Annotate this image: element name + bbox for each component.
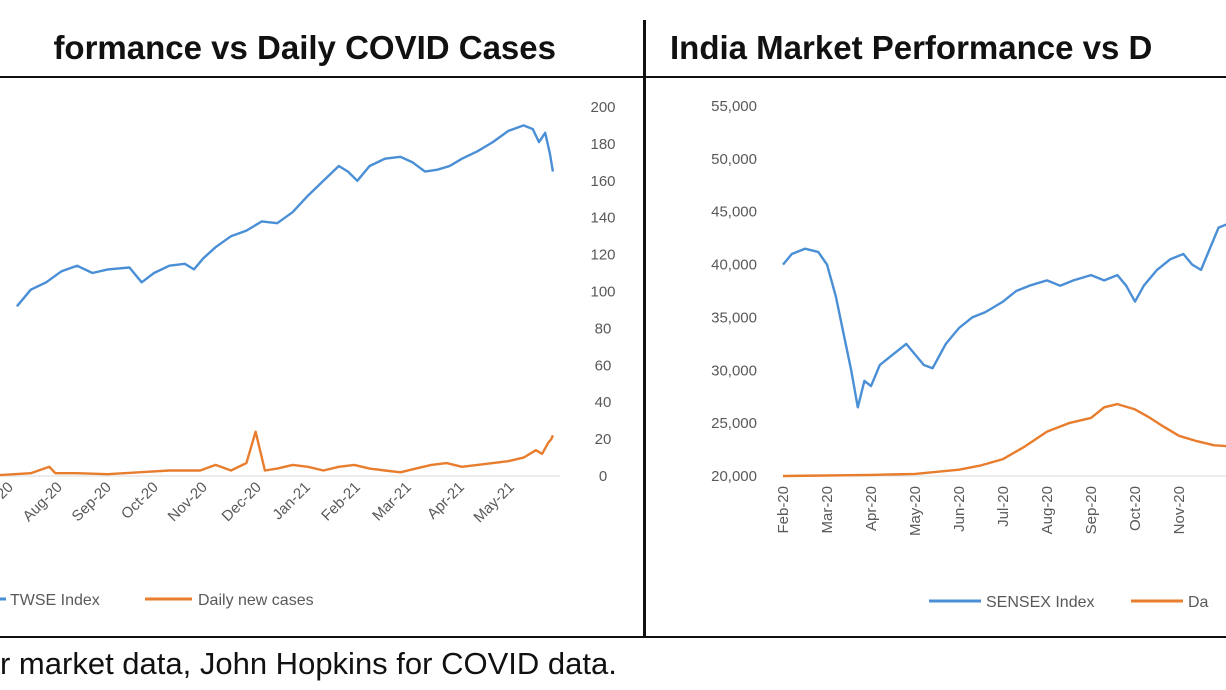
cases-legend-label: Daily new cases — [198, 592, 314, 609]
sensex-y-tick-label: 35,000 — [711, 309, 757, 326]
panel-divider — [643, 20, 646, 638]
twse-y-tick-label: 100 — [590, 284, 615, 301]
twse-y-tick-label: 40 — [595, 394, 612, 411]
twse-x-tick-label: May-21 — [470, 479, 517, 526]
sensex-chart-title: India Market Performance vs D — [646, 20, 1226, 78]
twse-chart-title: formance vs Daily COVID Cases — [0, 20, 644, 78]
sensex-y-tick-label: 55,000 — [711, 98, 757, 115]
sensex-index-line — [782, 223, 1226, 409]
twse-y-tick-label: 120 — [590, 247, 615, 264]
twse-x-tick-label: Sep-20 — [69, 479, 115, 525]
sensex-x-tick-label: Feb-20 — [775, 486, 792, 534]
twse-x-tick-label: Apr-21 — [424, 479, 468, 523]
sensex-x-tick-label: Aug-20 — [1039, 486, 1056, 534]
bottom-border — [0, 636, 1226, 638]
twse-x-tick-label: Dec-20 — [219, 479, 265, 525]
sensex-legend-label: SENSEX Index — [986, 594, 1095, 611]
twse-x-tick-label: Mar-21 — [369, 479, 415, 525]
twse-y-tick-label: 160 — [590, 173, 615, 190]
sensex-y-tick-label: 40,000 — [711, 257, 757, 274]
twse-legend-label: TWSE Index — [10, 592, 100, 609]
twse-chart-panel: formance vs Daily COVID Cases 0 20 40 60 80 1… — [0, 20, 644, 637]
source-footnote: r market data, John Hopkins for COVID da… — [0, 646, 617, 681]
twse-y-tick-label: 0 — [599, 468, 607, 485]
sensex-y-tick-label: 50,000 — [711, 151, 757, 168]
sensex-chart-panel: India Market Performance vs D 20,000 25,0… — [646, 20, 1226, 637]
twse-y-tick-label: 60 — [595, 357, 612, 374]
sensex-x-tick-label: Jul-20 — [995, 486, 1012, 527]
daily-cases-line — [0, 430, 555, 477]
twse-index-line — [15, 124, 555, 308]
twse-y-tick-label: 200 — [590, 99, 615, 116]
twse-x-tick-label: Feb-21 — [318, 479, 364, 525]
sensex-cases-legend-label: Da — [1188, 594, 1209, 611]
sensex-x-tick-label: Mar-20 — [819, 486, 836, 534]
twse-x-tick-label: 20 — [0, 479, 17, 503]
sensex-x-tick-label: Sep-20 — [1083, 486, 1100, 534]
sensex-x-tick-label: Jun-20 — [951, 486, 968, 532]
twse-x-tick-label: Aug-20 — [20, 479, 66, 525]
sensex-x-tick-label: Nov-20 — [1171, 486, 1188, 534]
twse-y-tick-label: 80 — [595, 320, 612, 337]
twse-y-tick-label: 140 — [590, 210, 615, 227]
sensex-y-tick-label: 20,000 — [711, 468, 757, 485]
sensex-cases-line — [782, 402, 1226, 478]
sensex-y-tick-label: 45,000 — [711, 204, 757, 221]
twse-x-tick-label: Oct-20 — [118, 479, 162, 523]
sensex-y-tick-label: 25,000 — [711, 415, 757, 432]
sensex-chart: 20,000 25,000 30,000 35,000 40,000 45,000 50,0… — [711, 98, 1226, 611]
twse-x-tick-label: Nov-20 — [165, 479, 211, 525]
twse-y-tick-label: 20 — [595, 431, 612, 448]
twse-x-tick-label: Jan-21 — [269, 479, 313, 523]
twse-y-tick-label: 180 — [590, 136, 615, 153]
sensex-y-tick-label: 30,000 — [711, 362, 757, 379]
sensex-x-tick-label: Apr-20 — [863, 486, 880, 531]
sensex-x-tick-label: May-20 — [907, 486, 924, 536]
sensex-x-tick-label: Oct-20 — [1127, 486, 1144, 531]
